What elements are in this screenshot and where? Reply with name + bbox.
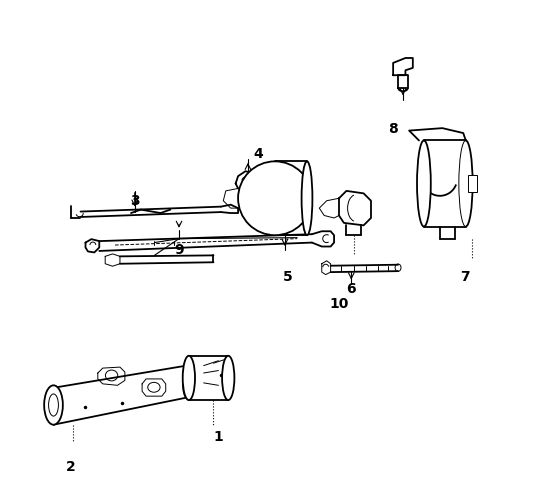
Text: 5: 5	[283, 270, 292, 284]
Text: 10: 10	[329, 297, 349, 311]
Ellipse shape	[238, 161, 312, 235]
Ellipse shape	[183, 356, 195, 400]
Text: 8: 8	[388, 122, 398, 136]
Text: 7: 7	[460, 270, 469, 284]
Text: 3: 3	[130, 194, 140, 208]
Ellipse shape	[222, 356, 234, 400]
Ellipse shape	[301, 161, 312, 235]
FancyBboxPatch shape	[468, 175, 477, 193]
Text: 6: 6	[346, 282, 356, 297]
Text: 1: 1	[213, 430, 223, 444]
Ellipse shape	[417, 141, 431, 227]
Ellipse shape	[44, 385, 63, 425]
Text: 9: 9	[174, 243, 184, 257]
Text: 2: 2	[66, 459, 75, 474]
Text: 4: 4	[253, 147, 263, 161]
Ellipse shape	[48, 394, 58, 416]
